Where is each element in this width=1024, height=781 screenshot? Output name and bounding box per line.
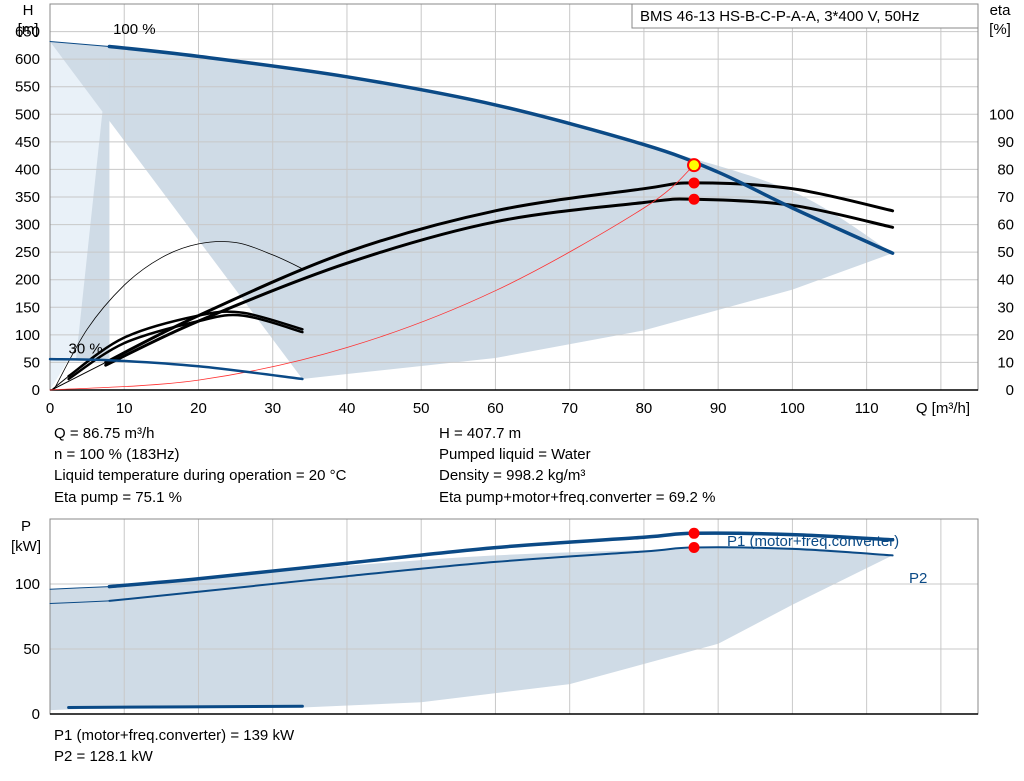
p-tick-label: 0 (32, 706, 40, 723)
x-tick-label: 90 (710, 400, 727, 417)
p-tick-label: 50 (23, 641, 40, 658)
y-right-tick-label: 50 (997, 244, 1014, 261)
eta-start-line (51, 361, 106, 391)
info-p2: P2 = 128.1 kW (54, 748, 153, 765)
info-liquid: Pumped liquid = Water (439, 446, 591, 463)
y-right-tick-label: 60 (997, 217, 1014, 234)
p1-curve (107, 531, 895, 589)
y-left-tick-label: 300 (15, 217, 40, 234)
y-right-tick-label: 40 (997, 272, 1014, 289)
info-q: Q = 86.75 m³/h (54, 425, 155, 442)
p2-curve-extension (49, 600, 110, 604)
info-p1: P1 (motor+freq.converter) = 139 kW (54, 727, 295, 744)
info-n: n = 100 % (183Hz) (54, 446, 180, 463)
head-curve-100 (107, 44, 895, 255)
operating-region-power (50, 547, 893, 711)
x-tick-label: 0 (46, 400, 54, 417)
info-eta-pump: Eta pump = 75.1 % (54, 489, 182, 506)
x-tick-label: 40 (339, 400, 356, 417)
head-curve-100-extension (49, 41, 110, 47)
y-right-tick-label: 10 (997, 354, 1014, 371)
y-left-tick-label: 650 (15, 24, 40, 41)
y-left-tick-label: 550 (15, 79, 40, 96)
info-h: H = 407.7 m (439, 425, 522, 442)
annotation-100-percent: 100 % (113, 21, 156, 38)
y-right-tick-label: 80 (997, 161, 1014, 178)
y-right-tick-label: 100 (989, 106, 1014, 123)
y-left-tick-label: 600 (15, 51, 40, 68)
y-left-tick-label: 250 (15, 244, 40, 261)
eta-start-line (51, 375, 69, 391)
y-left-tick-label: 50 (23, 354, 40, 371)
info-eta-total: Eta pump+motor+freq.converter = 69.2 % (439, 489, 716, 506)
p-axis-label: P (21, 518, 31, 535)
x-tick-label: 100 (780, 400, 805, 417)
y-left-tick-label: 150 (15, 299, 40, 316)
p1-curve-label: P1 (motor+freq.converter) (727, 533, 899, 550)
eta-pump-curve-100 (104, 181, 895, 364)
y-right-tick-label: 20 (997, 327, 1014, 344)
p2-marker (688, 541, 700, 553)
y-left-tick-label: 100 (15, 327, 40, 344)
x-tick-label: 80 (636, 400, 653, 417)
y-right-tick-label: 30 (997, 299, 1014, 316)
y-right-tick-label: 0 (1006, 382, 1014, 399)
y-left-tick-label: 350 (15, 189, 40, 206)
y-left-axis-unit: [m] (18, 21, 39, 38)
x-tick-label: 10 (116, 400, 133, 417)
p1-marker (688, 527, 700, 539)
p2-curve (108, 546, 894, 602)
operating-region-head (50, 41, 893, 379)
x-tick-label: 70 (561, 400, 578, 417)
y-right-tick-label: 90 (997, 134, 1014, 151)
duty-point-marker (687, 158, 702, 173)
annotation-30-percent: 30 % (69, 340, 103, 357)
eta-pump-marker (688, 177, 700, 189)
region-slope-top (75, 46, 110, 361)
y-right-tick-label: 70 (997, 189, 1014, 206)
head-curve-30 (48, 357, 304, 381)
p-tick-label: 100 (15, 576, 40, 593)
info-density: Density = 998.2 kg/m³ (439, 467, 586, 484)
p-axis-unit: [kW] (11, 538, 41, 555)
y-left-tick-label: 200 (15, 272, 40, 289)
x-tick-label: 20 (190, 400, 207, 417)
y-left-tick-label: 400 (15, 161, 40, 178)
x-tick-label: 30 (264, 400, 281, 417)
y-left-tick-label: 500 (15, 106, 40, 123)
x-axis-label: Q [m³/h] (916, 400, 970, 417)
title-box (631, 3, 979, 29)
eta-total-marker (688, 193, 700, 205)
y-left-tick-label: 450 (15, 134, 40, 151)
chart-title: BMS 46-13 HS-B-C-P-A-A, 3*400 V, 50Hz (640, 8, 920, 25)
system-curve (49, 164, 695, 391)
y-right-axis-label: eta (990, 2, 1012, 19)
x-tick-label: 50 (413, 400, 430, 417)
p-curve-30 (67, 704, 304, 709)
info-temp: Liquid temperature during operation = 20… (54, 467, 347, 484)
p2-curve-label: P2 (909, 570, 927, 587)
eta-total-curve-100 (104, 197, 895, 367)
y-left-axis-label: H (23, 2, 34, 19)
y-right-axis-unit: [%] (989, 21, 1011, 38)
y-left-tick-label: 0 (32, 382, 40, 399)
eta-curve-thin (53, 241, 303, 391)
x-tick-label: 110 (855, 400, 879, 417)
p1-curve-extension (49, 586, 110, 590)
x-tick-label: 60 (487, 400, 504, 417)
